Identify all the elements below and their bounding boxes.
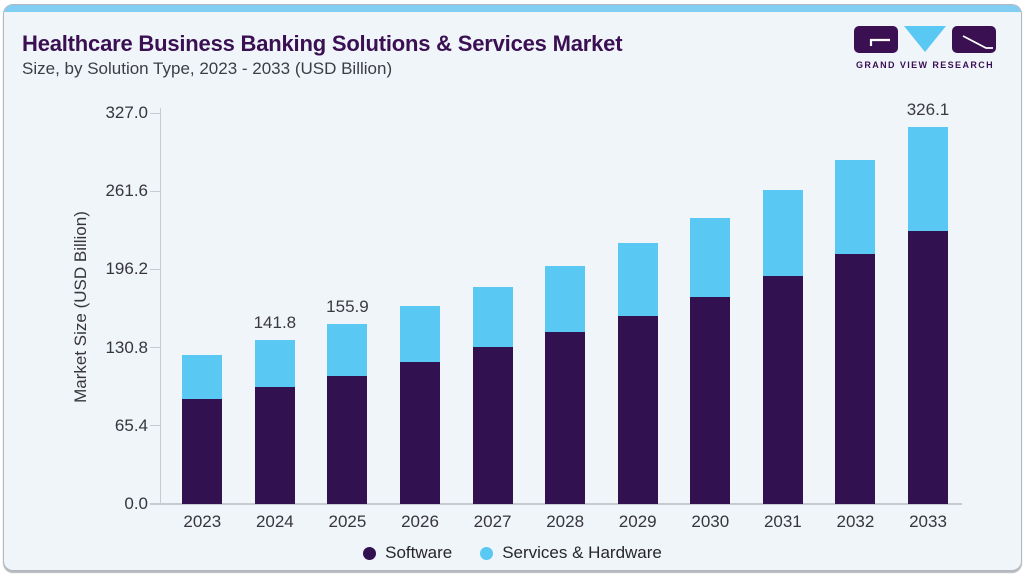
bar-2030: [690, 218, 731, 504]
page-subtitle: Size, by Solution Type, 2023 - 2033 (USD…: [22, 59, 393, 78]
bar-2027-services: [472, 287, 513, 348]
bar-2027: [472, 287, 513, 504]
bar-2026: [400, 306, 440, 504]
bar-2033: [908, 126, 948, 504]
legend: Software Services & Hardware: [4, 542, 1021, 564]
bar-2028: [545, 266, 586, 504]
x-label-2026: 2026: [401, 512, 439, 531]
x-label-2023: 2023: [183, 512, 222, 531]
y-tick-mark: [150, 347, 160, 349]
y-tick-label: 0.0: [124, 494, 148, 513]
logo-g-block-icon: [854, 26, 898, 53]
y-tick-label: 261.6: [105, 181, 148, 201]
x-label-2028: 2028: [546, 512, 585, 531]
y-tick-mark: [150, 425, 160, 427]
bar-2031-services: [762, 190, 803, 276]
bar-2023: [182, 354, 223, 504]
x-label-2027: 2027: [473, 512, 512, 531]
bar-label-2025: 155.9: [326, 296, 369, 316]
y-tick-mark: [150, 190, 160, 192]
y-tick-label: 196.2: [105, 259, 148, 279]
x-label-2025: 2025: [328, 512, 367, 531]
y-tick-label: 327.0: [105, 103, 148, 122]
x-label-2031: 2031: [763, 512, 802, 531]
logo-r-block-icon: [952, 26, 996, 53]
bar-2031: [762, 190, 803, 504]
bar-label-2024: 141.8: [253, 313, 297, 332]
legend-swatch-icon: [363, 546, 377, 560]
legend-label: Services & Hardware: [502, 543, 662, 562]
bar-2025-services: [327, 323, 368, 376]
bar-2028-services: [545, 266, 586, 333]
y-axis-spine: [160, 108, 161, 504]
x-label-2029: 2029: [618, 512, 657, 531]
bar-2029: [617, 243, 658, 504]
y-tick-mark: [150, 503, 160, 505]
bar-2025: [327, 323, 368, 504]
x-label-2032: 2032: [836, 512, 875, 531]
x-label-2024: 2024: [255, 512, 294, 531]
gvr-logo: GRAND VIEW RESEARCH: [854, 26, 996, 70]
logo-wordmark: GRAND VIEW RESEARCH: [855, 60, 995, 70]
legend-label: Software: [385, 543, 453, 562]
bar-label-2033: 326.1: [906, 99, 950, 119]
bar-2024: [254, 340, 295, 504]
bar-2032-services: [835, 160, 876, 255]
bar-2030-services: [690, 218, 731, 298]
gvr-logo-marks: [854, 26, 996, 53]
x-label-2030: 2030: [691, 512, 730, 531]
legend-swatch-icon: [480, 546, 494, 560]
chart-card: Healthcare Business Banking Solutions & …: [3, 4, 1022, 571]
y-tick-label: 130.8: [105, 337, 148, 357]
bar-2032: [835, 160, 876, 504]
x-label-2033: 2033: [909, 512, 947, 531]
x-axis-line: [150, 503, 962, 505]
y-axis-title: Market Size (USD Billion): [71, 211, 90, 403]
bar-2033-services: [908, 126, 948, 232]
bar-2026-services: [400, 306, 440, 363]
legend-item-software: Software: [363, 543, 452, 563]
y-tick-mark: [150, 112, 160, 114]
bar-2029-services: [617, 243, 658, 316]
y-tick-label: 65.4: [114, 415, 148, 435]
bar-2023-services: [182, 354, 223, 400]
bar-2024-services: [254, 340, 295, 388]
logo-v-triangle-icon: [903, 26, 947, 53]
top-accent-bar: [4, 5, 1021, 12]
y-tick-mark: [150, 268, 160, 270]
legend-item-services-hardware: Services & Hardware: [480, 543, 662, 563]
page-title: Healthcare Business Banking Solutions & …: [22, 31, 623, 56]
